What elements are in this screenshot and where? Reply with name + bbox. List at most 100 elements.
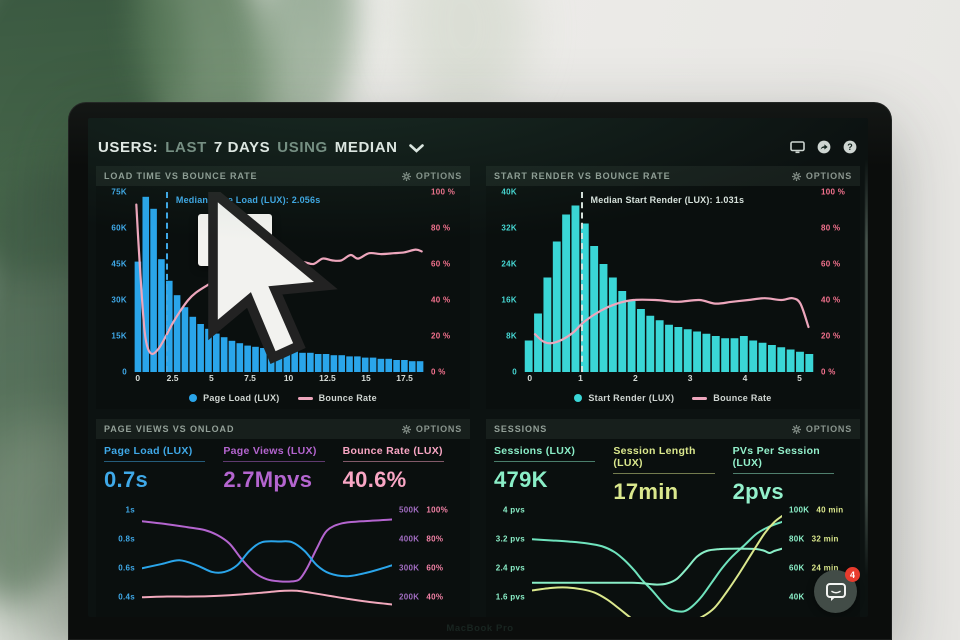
y-axis-left: 4 pvs 3.2 pvs 2.4 pvs 1.6 pvs [486,501,532,617]
metrics-row: Sessions (LUX) 479K Session Length (LUX) 17… [486,439,860,504]
chat-bubble-icon [825,582,846,601]
title-segment: 7 DAYS [213,138,271,156]
median-annotation: Median Page Load (LUX): 2.056s [165,192,320,372]
median-annotation: Median Start Render (LUX): 1.031s [580,192,744,372]
legend-dot-swatch [574,394,583,402]
title-segment: USERS: [98,138,159,156]
axis-tick: 40 % [431,295,451,305]
start-render-plot[interactable]: Median Start Render (LUX): 1.031s [524,192,814,372]
metric-rule [223,461,325,462]
metric: Bounce Rate (LUX) 40.6% [342,445,462,495]
page-views-plot[interactable] [142,501,392,617]
help-icon[interactable]: ? [841,140,858,154]
axis-tick: 75K [111,187,127,197]
axis-tick: 2.4 pvs [495,563,525,573]
metric-rule [342,461,444,462]
metric-rule [494,461,596,462]
axis-tick: 300K 60% [399,563,444,573]
axis-tick: 1s [125,505,135,515]
panel-title: SESSIONS [494,424,548,434]
axis-tick: 60 % [431,259,451,269]
axis-tick: 1.6 pvs [495,592,525,602]
panel-title: PAGE VIEWS VS ONLOAD [104,424,235,434]
screen-glare [865,157,868,578]
sessions-plot[interactable] [532,501,782,617]
axis-tick: 200K 40% [399,592,444,602]
panel-header: LOAD TIME VS BOUNCE RATE OPTIONS [96,166,470,186]
metric-rule [104,461,206,462]
chevron-down-icon [408,143,424,153]
axis-tick: 12.5 [319,373,336,383]
y-axis-right: 100 % 80 % 60 % 40 % 20 % 0 % [814,188,860,377]
y-axis-left: 40K 32K 24K 16K 8K 0 [486,188,524,377]
chat-button[interactable]: 4 [814,567,860,613]
legend-line-swatch [692,396,708,400]
sessions-chart [532,501,782,617]
axis-tick: 0.8s [118,534,135,544]
start-render-chart [524,205,814,372]
legend-label: Start Render (LUX) [588,393,675,403]
options-button[interactable]: OPTIONS [791,424,852,434]
axis-tick: 100K 40 min [789,505,844,515]
x-axis: 0 1 2 3 4 5 [524,373,814,387]
metric: Sessions (LUX) 479K [494,445,613,495]
axis-tick: 4 pvs [503,505,525,515]
title-segment: LAST [165,138,207,156]
axis-tick: 20 % [821,331,841,341]
axis-tick: 16K [501,295,517,305]
mouse-cursor [208,192,338,365]
axis-tick: 2.5 [166,373,179,383]
metric-rule [613,473,715,474]
panel-load-time: LOAD TIME VS BOUNCE RATE OPTIONS 75K 60K 4… [96,166,470,409]
axis-tick: 0.4s [118,592,135,602]
page-title: USERS: LAST 7 DAYS USING MEDIAN [98,139,398,156]
axis-tick: 0.6s [118,563,135,573]
metric-value: 2.7Mpvs [223,467,313,492]
axis-tick: 24K [501,259,517,269]
legend-item: Bounce Rate [297,393,377,403]
axis-tick: 60K [111,223,127,233]
axis-tick: 7.5 [244,373,256,383]
options-button[interactable]: OPTIONS [791,171,852,181]
panel-header: SESSIONS OPTIONS [486,419,860,439]
axis-tick: 5 [209,373,214,383]
axis-tick: 40K [789,592,805,602]
title-segment: USING [277,138,328,156]
axis-tick: 30K [111,295,127,305]
axis-tick: 0 % [431,367,446,377]
panel-sessions: SESSIONS OPTIONS Sessions (LUX) 479K Sessi… [486,419,860,617]
axis-tick: 40 % [821,295,841,305]
laptop-bezel: MacBook Pro [68,617,892,640]
axis-tick: 400K 80% [399,534,444,544]
notification-badge: 4 [845,567,860,582]
metric-value: 17min [613,479,679,504]
legend-item: Page Load (LUX) [189,393,280,403]
metric-label: Page Load (LUX) [104,445,193,457]
options-button[interactable]: OPTIONS [401,171,462,181]
axis-tick: 80 % [821,223,841,233]
dashboard-scope-dropdown[interactable]: USERS: LAST 7 DAYS USING MEDIAN [98,139,424,156]
axis-tick: 0 % [821,367,836,377]
display-icon[interactable] [789,140,806,154]
metric-value: 0.7s [104,467,149,492]
metric-label: Bounce Rate (LUX) [342,445,443,457]
axis-tick: 4 [742,373,748,383]
panel-start-render: START RENDER VS BOUNCE RATE OPTIONS 40K 3… [486,166,860,409]
chart-legend: Start Render (LUX) Bounce Rate [486,387,860,409]
axis-tick: 500K 100% [399,505,448,515]
load-time-plot[interactable]: Median Page Load (LUX): 2.056s Bounce Ra… [134,192,424,372]
axis-tick: 80K 32 min [789,534,839,544]
dashboard-screen: USERS: LAST 7 DAYS USING MEDIAN ? [88,118,868,617]
gear-icon [401,424,411,434]
axis-tick: 60K 24 min [789,563,839,573]
share-icon[interactable] [815,140,832,154]
legend-label: Page Load (LUX) [203,393,280,403]
panel-header: PAGE VIEWS VS ONLOAD OPTIONS [96,419,470,439]
axis-tick: 17.5 [396,373,413,383]
panel-title: START RENDER VS BOUNCE RATE [494,171,671,181]
options-button[interactable]: OPTIONS [401,424,462,434]
gear-icon [791,171,801,181]
y-axis-right: 100K 40 min 80K 32 min 60K 24 min 40K [782,501,860,617]
legend-dot-swatch [189,394,198,402]
